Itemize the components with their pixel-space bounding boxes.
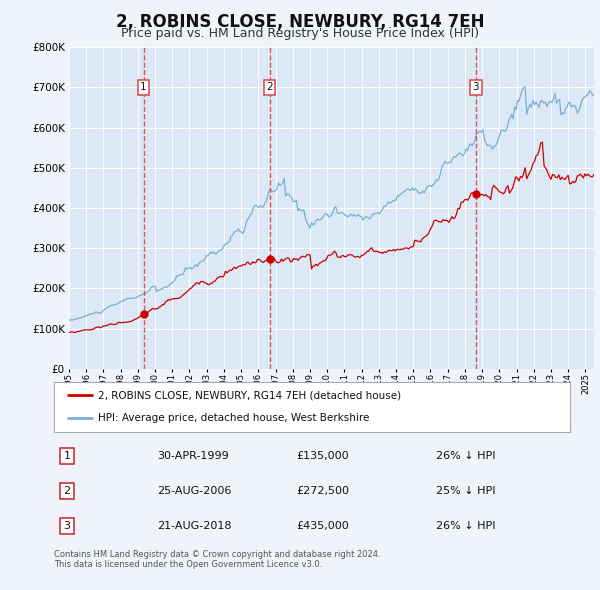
Text: 1: 1 — [140, 83, 147, 93]
Text: £272,500: £272,500 — [296, 486, 350, 496]
Text: 25-AUG-2006: 25-AUG-2006 — [157, 486, 232, 496]
Text: 1: 1 — [64, 451, 70, 461]
Text: 26% ↓ HPI: 26% ↓ HPI — [436, 521, 496, 531]
Text: 2, ROBINS CLOSE, NEWBURY, RG14 7EH: 2, ROBINS CLOSE, NEWBURY, RG14 7EH — [116, 13, 484, 31]
Text: 25% ↓ HPI: 25% ↓ HPI — [436, 486, 496, 496]
Text: Contains HM Land Registry data © Crown copyright and database right 2024.
This d: Contains HM Land Registry data © Crown c… — [54, 550, 380, 569]
Text: Price paid vs. HM Land Registry's House Price Index (HPI): Price paid vs. HM Land Registry's House … — [121, 27, 479, 40]
Text: HPI: Average price, detached house, West Berkshire: HPI: Average price, detached house, West… — [98, 414, 369, 424]
Text: £435,000: £435,000 — [296, 521, 349, 531]
Text: 2: 2 — [64, 486, 70, 496]
Text: 26% ↓ HPI: 26% ↓ HPI — [436, 451, 496, 461]
Text: 3: 3 — [473, 83, 479, 93]
Text: 30-APR-1999: 30-APR-1999 — [157, 451, 229, 461]
Text: 2: 2 — [266, 83, 273, 93]
Text: 3: 3 — [64, 521, 70, 531]
Text: 21-AUG-2018: 21-AUG-2018 — [157, 521, 232, 531]
Text: 2, ROBINS CLOSE, NEWBURY, RG14 7EH (detached house): 2, ROBINS CLOSE, NEWBURY, RG14 7EH (deta… — [98, 390, 401, 400]
Text: £135,000: £135,000 — [296, 451, 349, 461]
